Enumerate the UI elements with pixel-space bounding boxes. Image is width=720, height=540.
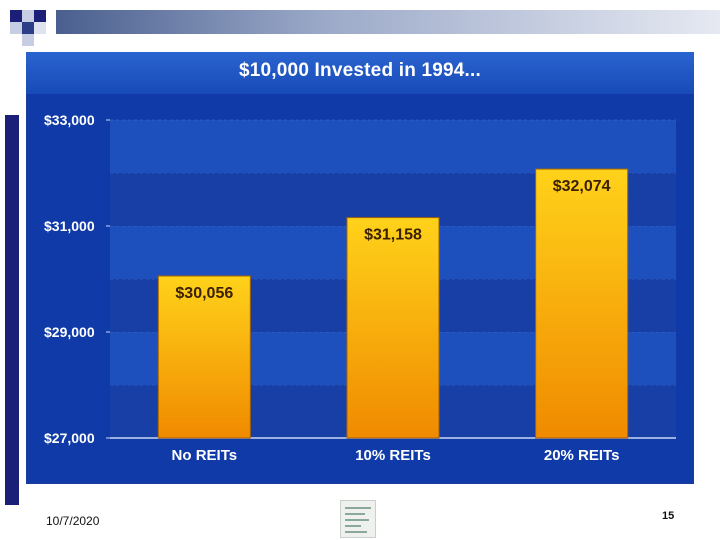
y-tick-label: $29,000 [44, 324, 95, 340]
header-gradient-band [56, 10, 720, 34]
bar [346, 217, 440, 439]
corner-square-navy [22, 22, 34, 34]
bar-chart: $27,000 $29,000 $31,000 $33,000 $30,056 $31,… [44, 112, 676, 464]
left-accent-bar [5, 115, 19, 505]
bar-value-label: $30,056 [175, 285, 233, 302]
chart-image: $10,000 Invested in 1994... $27,000 $29,0… [26, 52, 694, 484]
x-tick-label: No REITs [172, 447, 238, 464]
y-tick-label: $27,000 [44, 430, 95, 446]
corner-square-light [22, 34, 34, 46]
x-axis-labels: No REITs 10% REITs 20% REITs [172, 447, 620, 464]
y-tick-label: $33,000 [44, 112, 95, 128]
corner-square-navy [10, 10, 22, 22]
y-tick-label: $31,000 [44, 218, 95, 234]
footer-thumbnail [340, 500, 376, 538]
footer-date: 10/7/2020 [46, 514, 100, 528]
bar [157, 275, 251, 439]
chart-title: $10,000 Invested in 1994... [239, 60, 481, 81]
bar-value-label: $32,074 [553, 178, 611, 195]
chart-title-band [26, 52, 694, 94]
grid-band [110, 120, 676, 173]
corner-square-navy [34, 10, 46, 22]
x-tick-label: 10% REITs [355, 447, 431, 464]
bar-value-label: $31,158 [364, 227, 422, 244]
page-number: 15 [662, 510, 675, 522]
corner-square-light [22, 10, 34, 22]
bar [535, 168, 629, 439]
bar-series: $30,056 $31,158 $32,074 [157, 168, 629, 439]
x-tick-label: 20% REITs [544, 447, 620, 464]
y-axis-ticks: $27,000 $29,000 $31,000 $33,000 [44, 112, 110, 446]
corner-square-light [10, 22, 22, 34]
corner-square-light [34, 22, 46, 34]
